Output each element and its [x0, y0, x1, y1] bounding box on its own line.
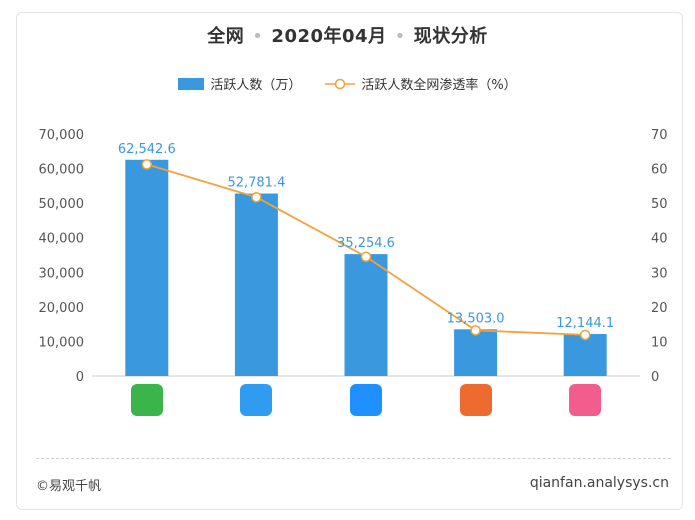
legend-bar-label: 活跃人数（万）: [210, 78, 302, 93]
y-axis-left-tick-label: 0: [76, 370, 84, 385]
title-separator: •: [252, 26, 264, 47]
bar: [344, 254, 388, 376]
youku-icon: [350, 384, 382, 416]
y-axis-left-tick-label: 70,000: [39, 128, 85, 143]
y-axis-right-tick-label: 70: [651, 128, 668, 143]
footer-divider: [36, 458, 671, 459]
chart-legend: 活跃人数（万） 活跃人数全网渗透率（%）: [0, 74, 695, 93]
y-axis-right-tick-label: 20: [651, 301, 668, 316]
bar: [454, 329, 498, 376]
line-point: [251, 192, 262, 203]
tencent-video-icon: [240, 384, 273, 416]
iqiyi-icon: [130, 384, 163, 416]
bar-data-label: 13,503.0: [447, 311, 505, 326]
bar: [563, 334, 607, 376]
title-subject: 现状分析: [413, 26, 488, 47]
chart-title: 全网 • 2020年04月 • 现状分析: [0, 22, 695, 48]
bar-data-label: 52,781.4: [227, 176, 285, 191]
line-point: [579, 329, 591, 341]
legend-item-line[interactable]: 活跃人数全网渗透率（%）: [325, 74, 517, 93]
footer-source: ©易观千帆: [36, 479, 102, 494]
bar: [125, 159, 169, 376]
title-period: 2020年04月: [271, 26, 387, 47]
mango-tv-icon: [459, 384, 492, 416]
line-point: [141, 159, 153, 170]
bar-data-label: 12,144.1: [556, 316, 614, 331]
bar-data-label: 35,254.6: [337, 236, 395, 251]
y-axis-left-tick-label: 40,000: [39, 232, 85, 247]
bar: [234, 193, 278, 376]
y-axis-left-tick-label: 20,000: [39, 301, 85, 316]
line-point: [360, 251, 372, 262]
y-axis-right-tick-label: 30: [651, 266, 668, 281]
y-axis-left-tick-label: 50,000: [39, 197, 85, 212]
footer-site[interactable]: qianfan.analysys.cn: [529, 475, 669, 491]
line-point: [470, 325, 481, 336]
bilibili-icon: [569, 384, 602, 416]
legend-item-bar[interactable]: 活跃人数（万）: [178, 74, 301, 93]
y-axis-right-tick-label: 0: [651, 370, 659, 385]
legend-bar-swatch: [178, 77, 205, 90]
y-axis-right-tick-label: 10: [651, 335, 668, 350]
title-separator: •: [394, 26, 406, 47]
legend-line-label: 活跃人数全网渗透率（%）: [361, 78, 517, 93]
y-axis-right-tick-label: 40: [651, 232, 668, 247]
y-axis-left-tick-label: 60,000: [39, 163, 85, 178]
y-axis-left-tick-label: 30,000: [39, 266, 85, 281]
y-axis-right-tick-label: 60: [651, 163, 668, 178]
title-scope: 全网: [207, 26, 245, 47]
legend-line-swatch: [325, 78, 356, 89]
y-axis-left-tick-label: 10,000: [39, 335, 85, 350]
y-axis-right-tick-label: 50: [651, 197, 668, 212]
bar-data-label: 62,542.6: [118, 142, 176, 157]
